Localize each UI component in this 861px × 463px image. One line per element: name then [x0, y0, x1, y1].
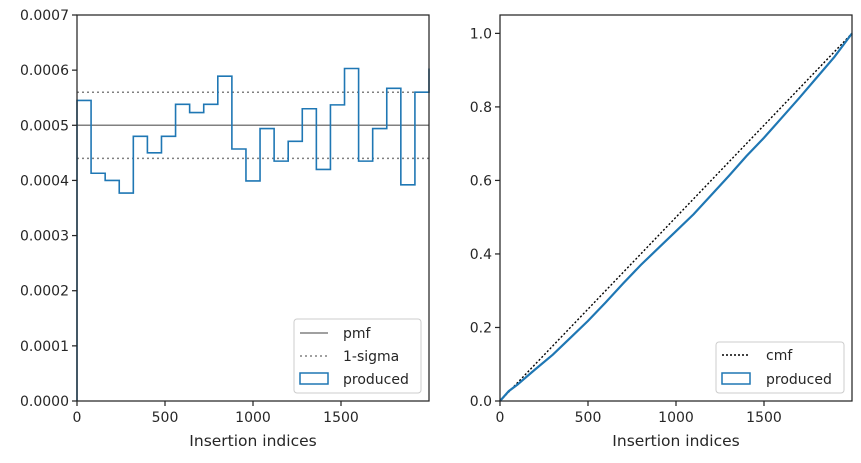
legend-cmf-label: cmf	[766, 348, 793, 364]
cmf-line	[499, 32, 853, 402]
legend-produced-label: produced	[343, 372, 409, 388]
pmf-ticks: 0 500 1000 1500 0.0000 0.0001 0.0002 0.0003 0.00…	[20, 8, 359, 426]
legend-pmf-label: pmf	[343, 326, 372, 342]
legend-produced-patch-icon	[299, 372, 329, 385]
legend-sigma-label: 1-sigma	[343, 349, 399, 365]
pmf-legend-box	[293, 318, 422, 394]
cmf-x-tick-label: 500	[575, 410, 602, 426]
cmf-y-tick-label: 0.4	[470, 247, 492, 263]
produced-cdf-line	[499, 32, 853, 402]
pmf-y-tick-label: 0.0000	[20, 394, 69, 410]
legend-cmf-produced-label: produced	[766, 372, 832, 388]
cmf-panel: 0 500 1000 1500 0.0 0.2 0.4 0.6 0.8 1.0 Insertion…	[470, 14, 853, 450]
legend-cmf-produced-patch-icon	[721, 372, 751, 385]
pmf-y-tick-label: 0.0003	[20, 229, 69, 245]
cmf-y-tick-label: 1.0	[470, 26, 492, 42]
pmf-panel: 0 500 1000 1500 0.0000 0.0001 0.0002 0.0003 0.00…	[20, 8, 430, 450]
pmf-x-tick-label: 500	[152, 410, 179, 426]
cmf-x-tick-label: 0	[496, 410, 505, 426]
cmf-x-axis-label: Insertion indices	[612, 432, 739, 450]
pmf-x-tick-label: 0	[73, 410, 82, 426]
cmf-legend: cmf produced	[715, 341, 845, 394]
produced-histogram	[76, 67, 430, 401]
cmf-ticks: 0 500 1000 1500 0.0 0.2 0.4 0.6 0.8 1.0	[470, 26, 782, 426]
cmf-x-tick-label: 1000	[658, 410, 694, 426]
cmf-y-tick-label: 0.8	[470, 100, 492, 116]
cmf-x-tick-label: 1500	[746, 410, 782, 426]
pmf-x-tick-label: 1500	[323, 410, 359, 426]
pmf-x-axis-label: Insertion indices	[189, 432, 316, 450]
pmf-x-tick-label: 1000	[235, 410, 271, 426]
pmf-y-tick-label: 0.0002	[20, 284, 69, 300]
pmf-legend: pmf 1-sigma produced	[293, 318, 422, 394]
pmf-y-tick-label: 0.0005	[20, 118, 69, 134]
pmf-plot-area	[76, 67, 430, 401]
cmf-plot-area	[499, 32, 853, 402]
cmf-y-tick-label: 0.0	[470, 394, 492, 410]
pmf-y-tick-label: 0.0007	[20, 8, 69, 24]
pmf-y-tick-label: 0.0006	[20, 63, 69, 79]
cmf-y-tick-label: 0.2	[470, 320, 492, 336]
cmf-y-tick-label: 0.6	[470, 173, 492, 189]
pmf-y-tick-label: 0.0001	[20, 339, 69, 355]
pmf-y-tick-label: 0.0004	[20, 173, 69, 189]
